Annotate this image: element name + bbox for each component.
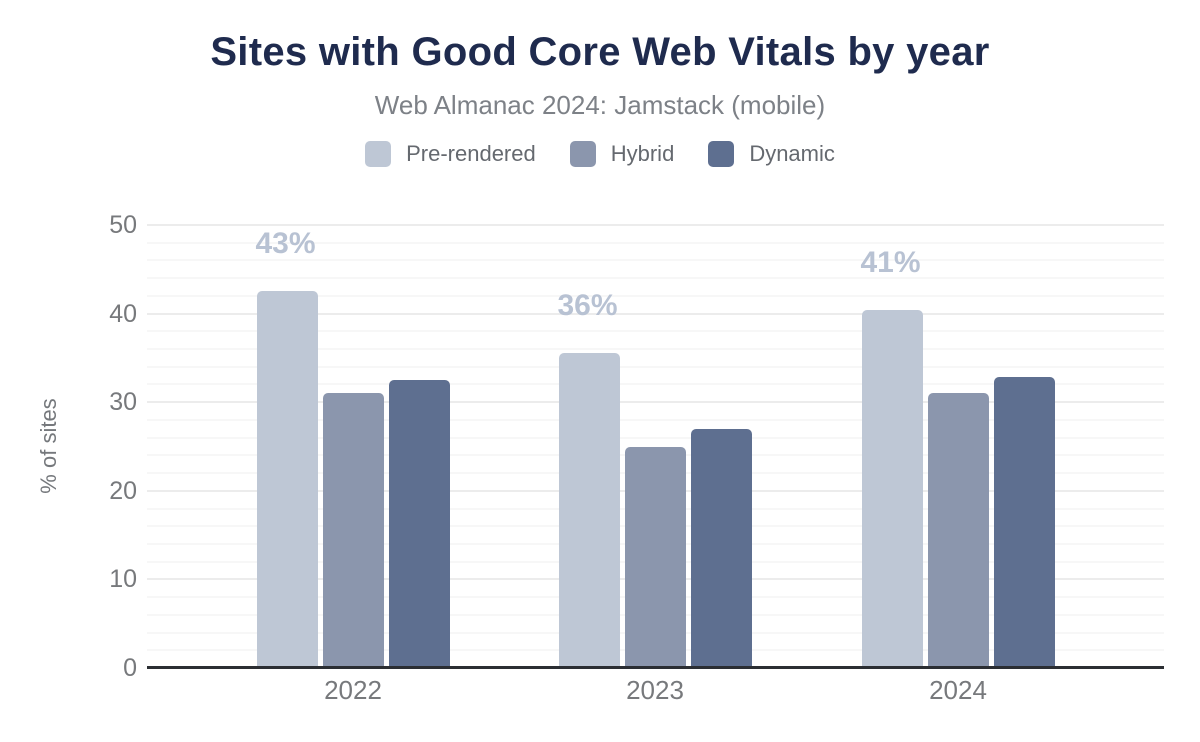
x-tick-label-2023: 2023 <box>626 675 684 705</box>
major-gridline <box>147 401 1164 404</box>
legend-item-dynamic: Dynamic <box>708 141 835 167</box>
minor-gridline <box>147 365 1164 368</box>
x-tick-label-2024: 2024 <box>929 675 987 705</box>
major-gridline <box>147 312 1164 315</box>
bar-dynamic-2022 <box>388 380 450 668</box>
bar-pre-rendered-2023 <box>558 352 620 668</box>
legend-label: Pre-rendered <box>406 141 536 166</box>
y-tick-label: 40 <box>109 299 137 328</box>
bar-hybrid-2023 <box>624 446 686 668</box>
legend-label: Dynamic <box>749 141 835 166</box>
bar-dynamic-2024 <box>993 377 1055 668</box>
plot-area: 43% 36% 41% <box>147 224 1164 668</box>
legend-swatch-icon <box>365 141 392 167</box>
bar-hybrid-2022 <box>322 393 384 668</box>
y-tick-label: 0 <box>123 654 137 682</box>
legend-item-pre-rendered: Pre-rendered <box>365 141 536 167</box>
y-tick-label: 30 <box>109 388 137 417</box>
minor-gridline <box>147 330 1164 333</box>
bar-value-label: 36% <box>557 288 618 322</box>
chart-legend: Pre-rendered Hybrid Dynamic <box>0 141 1200 167</box>
y-tick-label: 10 <box>109 565 137 594</box>
legend-item-hybrid: Hybrid <box>569 141 675 167</box>
chart-subtitle: Web Almanac 2024: Jamstack (mobile) <box>374 90 826 120</box>
bar-hybrid-2024 <box>927 393 989 668</box>
minor-gridline <box>147 241 1164 244</box>
bar-value-label: 43% <box>255 227 316 261</box>
legend-label: Hybrid <box>610 141 675 166</box>
chart-title: Sites with Good Core Web Vitals by year <box>210 30 990 74</box>
minor-gridline <box>147 277 1164 280</box>
bar-value-label: 41% <box>860 246 921 280</box>
bar-pre-rendered-2024 <box>861 310 923 668</box>
major-gridline <box>147 224 1164 226</box>
x-axis-line <box>147 666 1164 669</box>
legend-swatch-icon <box>708 141 735 167</box>
minor-gridline <box>147 383 1164 386</box>
legend-swatch-icon <box>569 141 596 167</box>
minor-gridline <box>147 259 1164 262</box>
minor-gridline <box>147 418 1164 421</box>
minor-gridline <box>147 436 1164 439</box>
x-tick-label-2022: 2022 <box>324 675 382 705</box>
bar-pre-rendered-2022 <box>256 291 318 668</box>
bar-dynamic-2023 <box>690 428 752 668</box>
minor-gridline <box>147 294 1164 297</box>
minor-gridline <box>147 348 1164 351</box>
y-tick-label: 20 <box>109 476 137 505</box>
y-tick-label: 50 <box>109 211 137 239</box>
